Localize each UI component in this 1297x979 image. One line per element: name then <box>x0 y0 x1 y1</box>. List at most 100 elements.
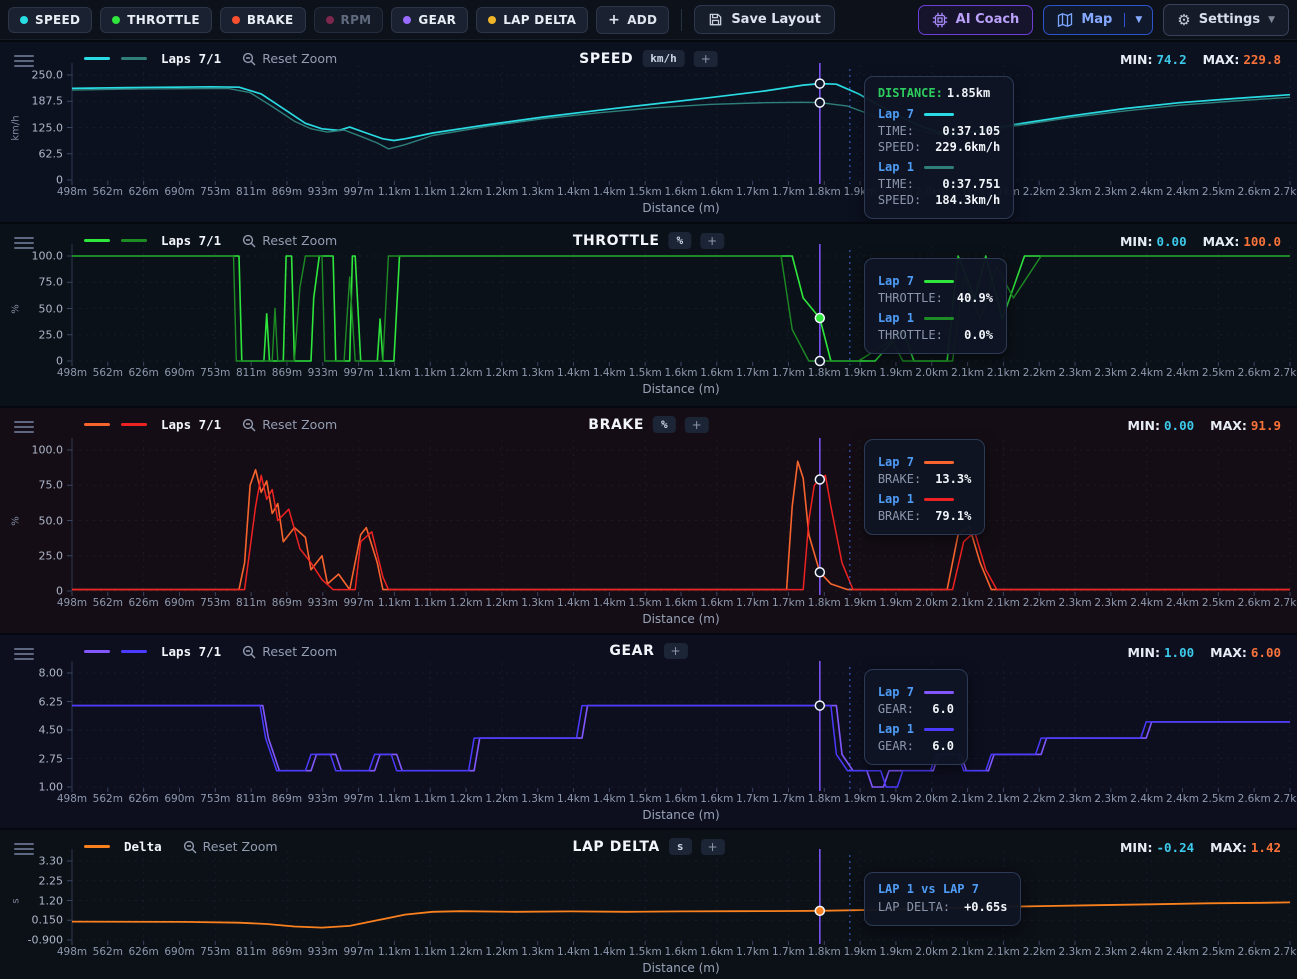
x-tick-label: 1.9km <box>843 946 877 958</box>
panel-menu-icon[interactable] <box>14 645 34 663</box>
panel-menu-icon[interactable] <box>14 418 34 436</box>
reset-zoom-button[interactable]: Reset Zoom <box>242 233 337 248</box>
zoom-minus <box>186 844 197 853</box>
metric-chip-gear[interactable]: GEAR <box>391 6 469 33</box>
cursor-marker <box>814 566 826 578</box>
x-tick-label: 2.2km <box>1022 597 1056 609</box>
reset-zoom-button[interactable]: Reset Zoom <box>183 839 278 854</box>
x-tick-label: 1.7km <box>736 186 770 198</box>
menu-bar <box>14 237 34 239</box>
tooltip-row-label: SPEED: <box>877 140 922 154</box>
x-tick-label: 690m <box>164 946 195 958</box>
x-tick-label: 690m <box>164 793 195 805</box>
map-icon <box>1058 12 1073 27</box>
plot-brake[interactable] <box>0 408 1297 633</box>
x-tick-label: 2.3km <box>1094 367 1128 379</box>
metric-chip-brake[interactable]: BRAKE <box>219 6 306 33</box>
plot-gear[interactable] <box>0 635 1297 828</box>
x-tick-label: 1.4km <box>557 946 591 958</box>
tooltip-lap-name: Lap 7 <box>877 455 914 469</box>
add-metric-chip[interactable]: + ADD <box>596 5 670 34</box>
x-tick-label: 1.5km <box>628 946 662 958</box>
y-tick-label: 0 <box>56 584 63 598</box>
panel-menu-icon[interactable] <box>14 234 34 252</box>
add-series-button[interactable]: + <box>684 416 709 433</box>
cursor-marker <box>814 474 826 485</box>
x-tick-label: 626m <box>128 186 159 198</box>
y-tick-label: 8.00 <box>38 666 64 680</box>
toolbar-right: AI Coach Map ▼ ⚙ Settings ▼ <box>917 3 1289 36</box>
y-tick-label: 25.0 <box>38 549 64 563</box>
minmax-stats: MIN: 0.00 MAX: 91.9 <box>1127 418 1281 433</box>
panel-menu-icon[interactable] <box>14 52 34 70</box>
tooltip-row: SPEED: 184.3km/h <box>878 193 1000 207</box>
map-dropdown-caret[interactable]: ▼ <box>1124 12 1152 27</box>
x-tick-label: 2.0km <box>915 946 949 958</box>
x-tick-label: 1.2km <box>449 597 483 609</box>
reset-zoom-button[interactable]: Reset Zoom <box>242 644 337 659</box>
x-tick-label: 1.3km <box>521 597 555 609</box>
add-series-button[interactable]: + <box>700 232 725 249</box>
tooltip-row-value: 6.0 <box>932 739 954 753</box>
metric-dot-icon <box>488 15 497 24</box>
metric-chip-label: LAP DELTA <box>503 12 577 27</box>
x-tick-label: 2.5km <box>1201 793 1235 805</box>
x-tick-label: 690m <box>164 597 195 609</box>
metric-chip-speed[interactable]: SPEED <box>8 6 93 33</box>
zoom-out-icon <box>183 840 197 853</box>
x-tick-label: 997m <box>343 186 374 198</box>
settings-button[interactable]: ⚙ Settings ▼ <box>1163 3 1289 36</box>
x-tick-label: 1.2km <box>449 793 483 805</box>
x-tick-label: 753m <box>200 946 231 958</box>
plot-delta[interactable] <box>0 830 1297 979</box>
reset-zoom-button[interactable]: Reset Zoom <box>242 51 337 66</box>
panel-menu-icon[interactable] <box>14 840 34 858</box>
chart-panel-delta: Delta Reset Zoom LAP DELTA s + MIN: -0.24 MAX: 1… <box>0 830 1297 979</box>
tooltip-lap-name: Lap 7 <box>877 107 914 121</box>
add-series-button[interactable]: + <box>700 838 725 855</box>
reset-zoom-button[interactable]: Reset Zoom <box>242 417 337 432</box>
metric-chip-lap-delta[interactable]: LAP DELTA <box>476 6 589 33</box>
min-stat-label: MIN: <box>1119 840 1153 855</box>
max-stat-label: MAX: <box>1202 52 1240 67</box>
x-tick-label: 2.0km <box>915 793 949 805</box>
y-tick-label: 4.50 <box>38 723 64 737</box>
x-tick-label: 626m <box>128 946 159 958</box>
tooltip-row-label: BRAKE: <box>877 472 922 486</box>
x-tick-label: 1.7km <box>736 793 770 805</box>
add-metric-label: ADD <box>627 12 658 27</box>
x-tick-label: 2.4km <box>1130 597 1164 609</box>
series-lap-7 <box>72 704 1290 788</box>
metric-chip-rpm[interactable]: RPM <box>313 6 384 33</box>
tooltip-row-value: 229.6km/h <box>935 140 1001 154</box>
ai-coach-button[interactable]: AI Coach <box>917 4 1034 35</box>
toolbar-divider <box>681 8 683 31</box>
metric-chips: SPEED THROTTLE BRAKE RPM GEAR LAP DELTA <box>8 6 589 33</box>
legend-label: Laps 7/1 <box>161 417 222 432</box>
x-tick-label: 498m <box>56 793 88 805</box>
series-lap-1 <box>72 704 1290 788</box>
zoom-minus <box>246 649 256 658</box>
legend-label: Laps 7/1 <box>161 233 222 248</box>
x-tick-label: 1.6km <box>664 793 698 805</box>
map-button[interactable]: Map ▼ <box>1043 4 1154 35</box>
add-series-button[interactable]: + <box>693 50 718 67</box>
x-tick-label: 753m <box>200 793 231 805</box>
x-tick-label: 498m <box>56 597 88 609</box>
max-stat-label: MAX: <box>1210 418 1247 433</box>
save-layout-button[interactable]: Save Layout <box>694 5 835 34</box>
x-tick-label: 2.2km <box>1022 186 1056 198</box>
chart-panels: Laps 7/1 Reset Zoom SPEED km/h + MIN: 74.2 MAX:… <box>0 42 1297 979</box>
tooltip-lap-name: Lap 1 <box>877 492 914 506</box>
x-tick-label: 2.4km <box>1130 946 1164 958</box>
y-tick-label: 0 <box>56 173 63 187</box>
metric-chip-throttle[interactable]: THROTTLE <box>100 6 212 33</box>
settings-label: Settings <box>1198 12 1261 27</box>
y-tick-label: 3.30 <box>38 854 64 868</box>
x-tick-label: 2.7km <box>1273 793 1297 805</box>
menu-bar <box>14 247 34 249</box>
add-series-button[interactable]: + <box>663 643 688 659</box>
x-tick-label: 2.0km <box>915 367 949 379</box>
x-tick-label: 2.5km <box>1201 946 1235 958</box>
x-tick-label: 2.6km <box>1237 367 1271 379</box>
